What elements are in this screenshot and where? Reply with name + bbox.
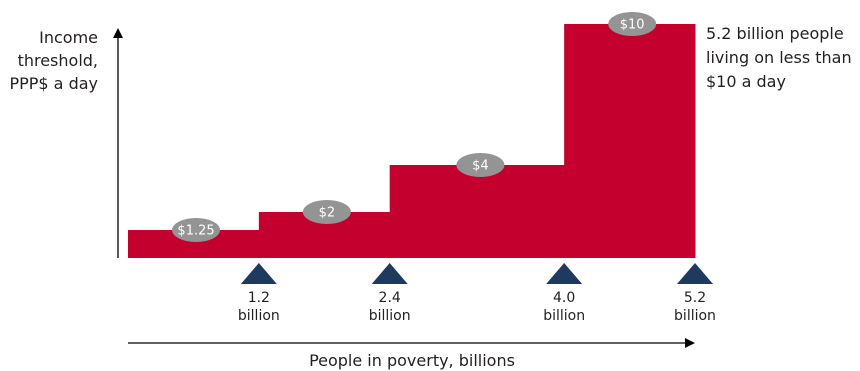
- y-axis-label-line: PPP$ a day: [9, 74, 98, 93]
- marker-value-label: 4.0: [553, 290, 575, 306]
- threshold-bubble: [456, 153, 505, 177]
- income-step-bar: [564, 24, 696, 258]
- threshold-label: $1.25: [177, 224, 214, 239]
- threshold-bubble: [302, 200, 351, 224]
- marker-value-label: 5.2: [684, 290, 706, 306]
- y-axis-label-line: threshold,: [18, 51, 98, 70]
- marker-triangle: [240, 263, 277, 284]
- threshold-labels: $1.25 $2 $4 $10: [172, 12, 657, 242]
- annotation-line: $10 a day: [706, 72, 786, 91]
- y-axis-label: Income threshold, PPP$ a day: [9, 28, 98, 93]
- threshold-label: $4: [472, 159, 489, 174]
- income-step-bar: [389, 165, 565, 258]
- threshold-label: $10: [620, 18, 645, 33]
- marker-unit-label: billion: [238, 308, 280, 324]
- marker-triangle: [371, 263, 408, 284]
- threshold-bubble: [172, 218, 221, 242]
- marker-unit-label: billion: [543, 308, 585, 324]
- threshold-bubble: [608, 12, 657, 36]
- marker-triangle: [546, 263, 583, 284]
- annotation-line: 5.2 billion people: [706, 24, 844, 43]
- marker-unit-label: billion: [674, 308, 716, 324]
- total-annotation: 5.2 billion people living on less than $…: [706, 24, 852, 91]
- x-axis-label: People in poverty, billions: [309, 351, 515, 370]
- y-axis-label-line: Income: [39, 28, 98, 47]
- marker-unit-label: billion: [369, 308, 411, 324]
- marker-value-label: 2.4: [379, 290, 401, 306]
- threshold-label: $2: [319, 206, 336, 221]
- population-markers: 1.2 billion 2.4 billion 4.0 billion 5.2 billion: [238, 263, 716, 324]
- marker-triangle: [677, 263, 713, 284]
- annotation-line: living on less than: [706, 48, 852, 67]
- marker-value-label: 1.2: [248, 290, 270, 306]
